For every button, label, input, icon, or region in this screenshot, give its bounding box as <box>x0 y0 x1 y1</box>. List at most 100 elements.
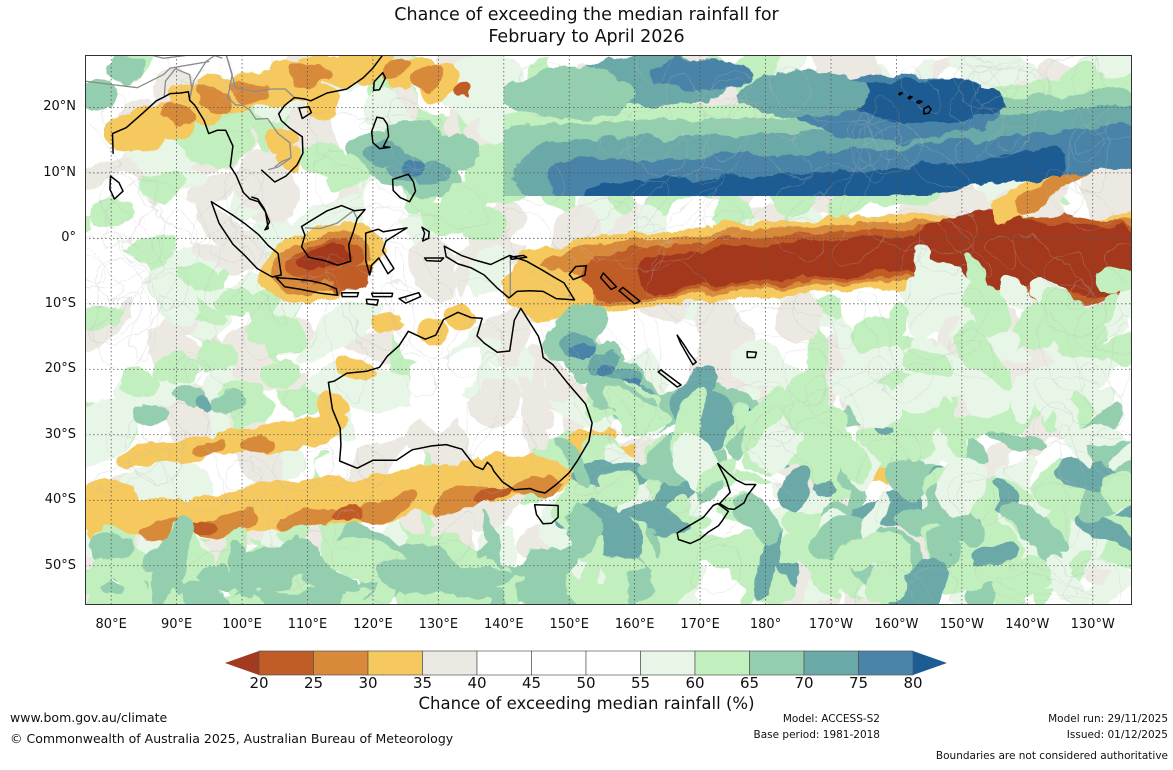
contour-blob <box>566 505 601 557</box>
contour-blob <box>878 362 933 401</box>
colorbar-segment[interactable] <box>258 650 314 676</box>
contour-blob <box>485 343 547 384</box>
longitude-label: 110°E <box>287 617 328 632</box>
indochina-dry <box>108 55 476 175</box>
contour-blob <box>571 341 594 358</box>
map-canvas[interactable] <box>85 55 1132 605</box>
colorbar-segment[interactable] <box>313 650 369 676</box>
contour-blob <box>1044 549 1088 605</box>
coastline-png <box>443 245 576 301</box>
colorbar-segment[interactable] <box>858 650 914 676</box>
coastline-sulawesi <box>364 227 408 276</box>
contour-blob <box>858 289 902 388</box>
contour-blob <box>982 127 1029 158</box>
contour-blob <box>200 514 258 539</box>
longitude-label: 170°W <box>808 617 854 632</box>
contour-blob <box>952 477 994 520</box>
coastline-java <box>275 276 339 297</box>
colorbar-tick: 65 <box>739 674 760 692</box>
contour-blob <box>91 297 140 342</box>
colorbar-tick: 45 <box>521 674 542 692</box>
contour-blob <box>309 365 414 408</box>
contour-blob <box>1067 104 1110 193</box>
contour-blob <box>409 237 460 301</box>
contour-blob <box>1108 242 1132 284</box>
coastline-halmahera <box>421 226 430 242</box>
contour-blob <box>293 302 382 363</box>
copyright-text: © Commonwealth of Australia 2025, Austra… <box>10 731 454 746</box>
coastline-vanuatu <box>676 334 697 366</box>
contour-blob <box>373 545 466 579</box>
contour-blob <box>357 494 415 519</box>
contour-blob <box>1046 250 1093 297</box>
contour-blob <box>542 320 586 373</box>
contour-blob <box>431 592 491 605</box>
contour-blob <box>190 439 229 457</box>
colorbar-segment[interactable] <box>585 650 641 676</box>
contour-blob <box>958 61 1016 165</box>
coastline-sumba <box>365 298 379 306</box>
contour-blob <box>597 360 620 378</box>
contour-blob <box>708 72 757 105</box>
contour-blob <box>578 448 643 501</box>
contour-blob <box>362 175 406 238</box>
contour-blob <box>186 177 262 244</box>
colorbar-segment[interactable] <box>367 650 423 676</box>
contour-blob <box>739 72 871 117</box>
contour-blob <box>829 538 909 570</box>
contour-blob <box>385 61 413 82</box>
colorbar-swatches[interactable] <box>225 650 947 676</box>
contour-blob <box>690 545 738 593</box>
contour-blob <box>658 187 717 248</box>
colorbar[interactable] <box>225 650 947 676</box>
contour-blob <box>646 475 697 511</box>
contour-blob <box>856 123 923 172</box>
contour-blob <box>105 201 164 274</box>
contour-blob <box>701 584 742 605</box>
contour-blob <box>904 64 939 114</box>
contour-blob <box>784 354 829 404</box>
contour-blob <box>210 583 312 605</box>
contour-blob <box>273 435 339 493</box>
colorbar-segment[interactable] <box>803 650 859 676</box>
coastline-sumatra <box>210 200 283 278</box>
colorbar-title: Chance of exceeding median rainfall (%) <box>418 694 755 713</box>
rainfall-probability-map[interactable] <box>85 55 1132 605</box>
coastline-solomon2 <box>618 286 641 305</box>
contour-blob <box>1093 434 1132 485</box>
latitude-label: 20°S <box>44 361 76 377</box>
contour-blob <box>213 289 258 319</box>
contour-blob <box>634 55 675 85</box>
contour-blob <box>1077 298 1120 349</box>
contour-blob <box>172 356 207 393</box>
colorbar-tick: 60 <box>685 674 705 692</box>
contour-blob <box>383 97 447 163</box>
contour-blob <box>728 379 795 436</box>
contour-blob <box>779 369 879 427</box>
colorbar-tick: 30 <box>358 674 378 692</box>
contour-blob <box>357 445 389 483</box>
colorbar-segment[interactable] <box>422 650 478 676</box>
colorbar-segment[interactable] <box>640 650 696 676</box>
contour-blob <box>723 105 828 132</box>
contour-blob <box>599 115 644 153</box>
contour-blob <box>886 382 950 415</box>
contour-blob <box>150 269 191 312</box>
contour-blob <box>736 304 852 350</box>
coastline-lombok <box>340 291 360 298</box>
contour-blob <box>1093 426 1132 472</box>
contour-blob <box>1002 505 1066 546</box>
colorbar-segment[interactable] <box>749 650 805 676</box>
colorbar-segment[interactable] <box>531 650 587 676</box>
contour-blob <box>808 376 867 442</box>
colorbar-segment[interactable] <box>476 650 532 676</box>
contour-blob <box>1066 562 1120 605</box>
bom-website[interactable]: www.bom.gov.au/climate <box>10 710 168 725</box>
contour-blob <box>289 547 336 605</box>
contour-blob <box>400 158 424 175</box>
contour-blob <box>85 244 152 292</box>
contour-blob <box>1043 55 1101 105</box>
colorbar-segment[interactable] <box>694 650 750 676</box>
contour-blob <box>89 448 174 494</box>
contour-blob <box>858 441 906 504</box>
